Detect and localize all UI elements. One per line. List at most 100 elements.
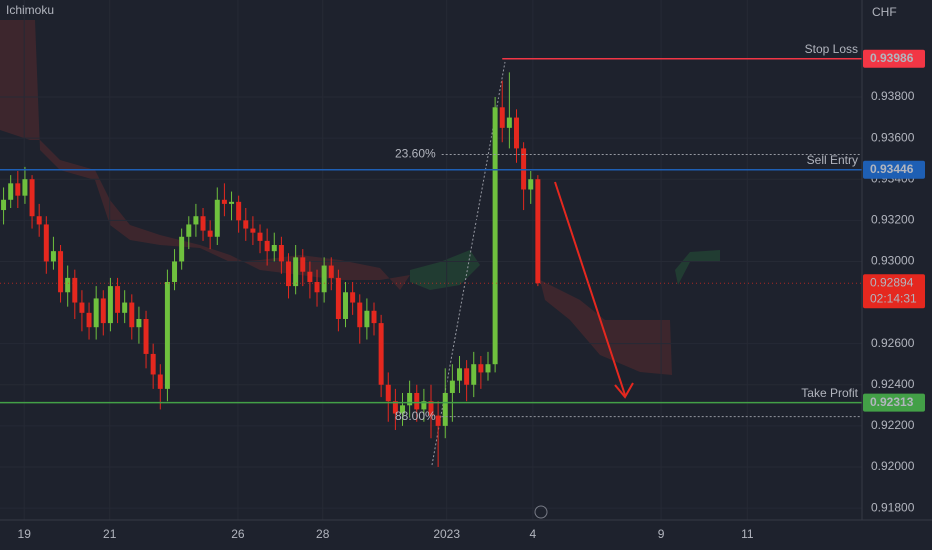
- candle-body: [278, 244, 284, 262]
- candle-body: [407, 392, 413, 406]
- y-tick-label: 0.92600: [871, 336, 915, 350]
- level-price-box: [863, 393, 925, 412]
- candle-body: [513, 117, 519, 149]
- y-tick-label: 0.93200: [871, 213, 915, 227]
- candle-body: [521, 148, 527, 190]
- candle-body: [43, 224, 49, 262]
- candle-body: [250, 228, 256, 233]
- candle-body: [392, 401, 398, 414]
- y-tick-label: 0.91800: [871, 500, 915, 514]
- projection-arrow: [554, 181, 634, 399]
- candle-body: [364, 310, 370, 328]
- candle-body: [335, 277, 341, 319]
- candle-body: [293, 257, 299, 287]
- countdown-label: 02:14:31: [870, 291, 917, 305]
- level-price-label: 0.92313: [870, 395, 914, 409]
- x-tick-label: 11: [741, 527, 754, 541]
- candle-body: [449, 380, 455, 393]
- candle-body: [528, 179, 534, 190]
- candle-body: [65, 277, 71, 293]
- candle-body: [485, 364, 491, 373]
- candle-body: [8, 183, 14, 200]
- candle-body: [350, 292, 356, 303]
- candle-body: [221, 199, 227, 204]
- fib-label: 88.00%: [395, 409, 436, 423]
- x-tick-label: 26: [231, 527, 245, 541]
- level-price-box: [863, 160, 925, 179]
- x-tick-label: 19: [18, 527, 32, 541]
- candle-body: [535, 179, 541, 284]
- y-tick-label: 0.93000: [871, 254, 915, 268]
- candle-body: [229, 201, 235, 204]
- candle-body: [143, 318, 149, 354]
- candle-body: [15, 183, 21, 196]
- indicator-label: Ichimoku: [6, 3, 54, 17]
- candle-body: [50, 251, 56, 262]
- plot: 0.938000.936000.934000.932000.930000.926…: [0, 41, 915, 542]
- candle-body: [492, 107, 498, 365]
- candle-body: [200, 216, 206, 231]
- candle-body: [414, 392, 420, 410]
- candle-body: [478, 364, 484, 373]
- candle-body: [107, 286, 113, 324]
- cloud-bearish: [540, 280, 672, 375]
- candle-body: [300, 257, 306, 272]
- candle-body: [421, 401, 427, 410]
- candle-body: [179, 236, 185, 262]
- y-tick-label: 0.93600: [871, 130, 915, 144]
- last-price-label: 0.92894: [870, 275, 914, 289]
- candle-body: [328, 265, 334, 278]
- candle-body: [435, 415, 441, 426]
- candle-body: [22, 179, 28, 196]
- candle-body: [400, 405, 405, 414]
- candle-body: [1, 199, 7, 211]
- candle-body: [307, 271, 313, 282]
- y-tick-label: 0.92000: [871, 459, 915, 473]
- candle-body: [150, 353, 156, 375]
- y-tick-label: 0.92200: [871, 418, 915, 432]
- level-price-label: 0.93446: [870, 162, 914, 176]
- candle-body: [72, 277, 78, 303]
- event-icon[interactable]: [534, 505, 548, 519]
- cloud-bullish: [410, 250, 480, 290]
- candle-body: [264, 240, 270, 252]
- candle-body: [428, 401, 434, 416]
- candle-body: [115, 286, 121, 313]
- candle-body: [442, 392, 448, 426]
- ichimoku-cloud: [0, 20, 720, 375]
- candle-body: [457, 368, 462, 381]
- x-tick-label: 9: [658, 527, 665, 541]
- candle-body: [243, 220, 249, 229]
- cloud-bullish: [675, 250, 720, 285]
- fib-label: 23.60%: [395, 147, 436, 161]
- candle-body: [214, 199, 220, 237]
- candle-body: [86, 312, 92, 328]
- candle-body: [93, 298, 99, 328]
- candle-body: [321, 265, 327, 293]
- candle-body: [271, 244, 277, 252]
- candle-body: [236, 201, 242, 221]
- level-price-box: [863, 49, 925, 68]
- candle-body: [207, 230, 213, 237]
- candle-body: [136, 318, 142, 328]
- level-price-label: 0.93986: [870, 51, 914, 65]
- candle-body: [58, 251, 64, 293]
- candle-body: [29, 179, 35, 217]
- candle-body: [343, 292, 349, 319]
- candle-body: [385, 384, 391, 402]
- candle-body: [471, 364, 477, 385]
- candle-body: [36, 216, 42, 225]
- candle-body: [314, 281, 320, 293]
- y-tick-label: 0.92400: [871, 377, 915, 391]
- x-tick-label: 2023: [433, 527, 460, 541]
- currency-label: CHF: [872, 5, 897, 19]
- level-name: Take Profit: [801, 386, 858, 400]
- candle-body: [186, 224, 192, 237]
- candle-body: [79, 302, 85, 313]
- last-price-box: [863, 274, 925, 309]
- candle-body: [378, 323, 384, 385]
- candle-body: [129, 302, 135, 328]
- candle-body: [100, 298, 106, 324]
